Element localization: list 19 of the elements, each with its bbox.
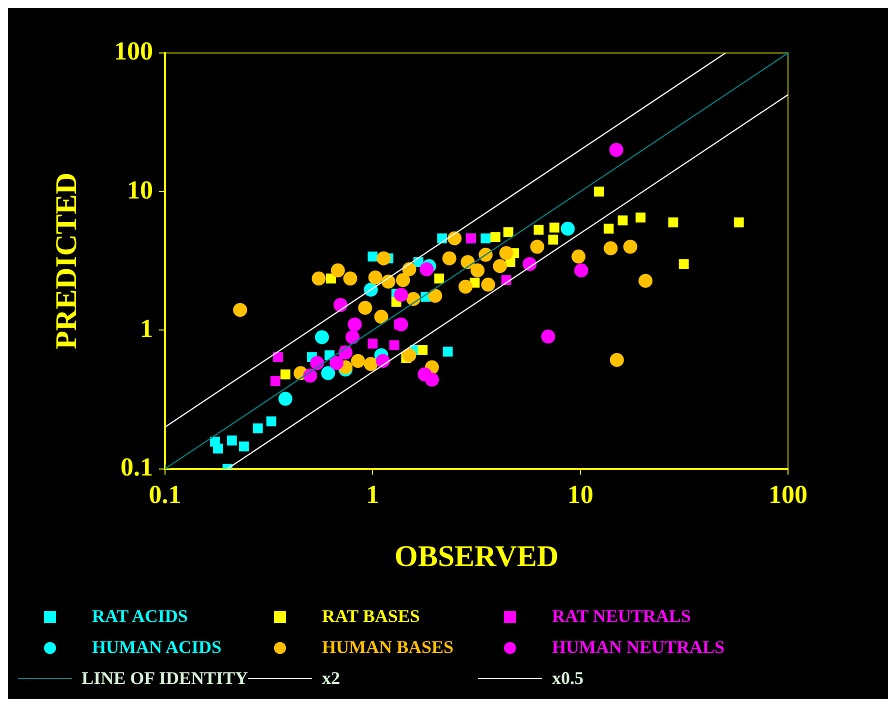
x-tick-label: 10	[567, 480, 594, 510]
legend-label: HUMAN ACIDS	[92, 637, 222, 658]
y-tick-label: 10	[127, 175, 153, 204]
legend-label: x0.5	[552, 668, 584, 689]
x-tick-label: 100	[768, 480, 808, 510]
y-tick-label: 0.1	[120, 452, 153, 482]
x-tick-label: 1	[366, 480, 380, 510]
legend-label: RAT ACIDS	[92, 606, 188, 627]
x-tick-label: 0.1	[148, 480, 182, 510]
legend-label: x2	[322, 668, 340, 689]
x-axis-title: OBSERVED	[394, 540, 558, 573]
legend-label: HUMAN NEUTRALS	[552, 637, 725, 658]
legend-label: RAT NEUTRALS	[552, 606, 691, 627]
y-tick-label: 1	[140, 314, 153, 343]
legend-label: HUMAN BASES	[322, 637, 454, 658]
y-axis-title: PREDICTED	[50, 172, 83, 350]
legend-label: LINE OF IDENTITY	[82, 668, 248, 689]
y-tick-label: 100	[114, 36, 153, 66]
legend-label: RAT BASES	[322, 606, 420, 627]
